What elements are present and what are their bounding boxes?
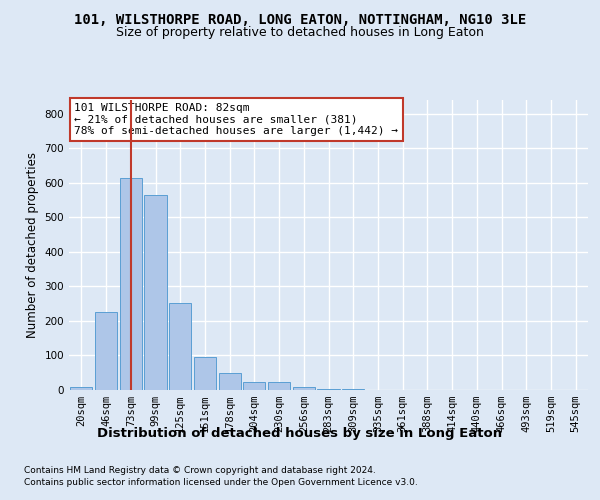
Bar — [194, 357, 216, 390]
Bar — [70, 386, 92, 390]
Bar — [145, 195, 167, 390]
Text: Contains public sector information licensed under the Open Government Licence v3: Contains public sector information licen… — [24, 478, 418, 487]
Bar — [268, 382, 290, 390]
Bar — [243, 382, 265, 390]
Text: 101 WILSTHORPE ROAD: 82sqm
← 21% of detached houses are smaller (381)
78% of sem: 101 WILSTHORPE ROAD: 82sqm ← 21% of deta… — [74, 103, 398, 136]
Y-axis label: Number of detached properties: Number of detached properties — [26, 152, 39, 338]
Bar — [169, 303, 191, 390]
Bar — [119, 178, 142, 390]
Bar — [218, 374, 241, 390]
Text: Size of property relative to detached houses in Long Eaton: Size of property relative to detached ho… — [116, 26, 484, 39]
Text: Distribution of detached houses by size in Long Eaton: Distribution of detached houses by size … — [97, 428, 503, 440]
Text: 101, WILSTHORPE ROAD, LONG EATON, NOTTINGHAM, NG10 3LE: 101, WILSTHORPE ROAD, LONG EATON, NOTTIN… — [74, 12, 526, 26]
Bar — [95, 312, 117, 390]
Bar — [293, 387, 315, 390]
Text: Contains HM Land Registry data © Crown copyright and database right 2024.: Contains HM Land Registry data © Crown c… — [24, 466, 376, 475]
